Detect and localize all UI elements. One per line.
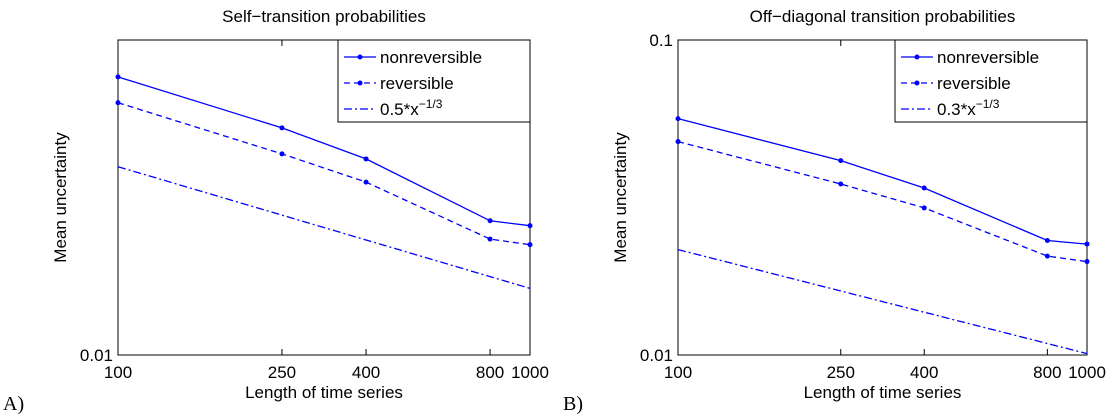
data-point [487, 236, 493, 242]
legend-label: 0.3*x−1/3 [937, 97, 1000, 119]
legend-superscript: −1/3 [976, 97, 1000, 111]
legend-label: reversible [937, 74, 1011, 93]
legend-label: nonreversible [380, 48, 482, 67]
data-point [363, 156, 369, 162]
series-line [677, 140, 1088, 263]
legend-box [337, 39, 531, 123]
y-tick-label: 0.01 [640, 346, 673, 365]
data-point [675, 139, 681, 145]
data-point [279, 125, 285, 131]
legend-box [894, 39, 1088, 123]
data-point [838, 181, 844, 187]
legend-name: nonreversible [380, 48, 482, 67]
data-point [921, 185, 927, 191]
series-line [117, 166, 531, 290]
legend-name: 0.5*x [380, 100, 419, 119]
x-axis-label: Length of time series [804, 383, 962, 402]
legend-label: nonreversible [937, 48, 1039, 67]
legend-marker [357, 80, 363, 86]
legend-name: nonreversible [937, 48, 1039, 67]
panel-label: A) [3, 393, 24, 415]
x-axis-label: Length of time series [245, 383, 403, 402]
series-line [117, 102, 531, 246]
legend-label: reversible [380, 74, 454, 93]
series-line [677, 248, 1088, 355]
legend-superscript: −1/3 [419, 97, 443, 111]
x-tick-label: 800 [1033, 363, 1061, 382]
legend-name: reversible [380, 74, 454, 93]
data-point [1044, 237, 1050, 243]
legend-name: reversible [937, 74, 1011, 93]
y-tick-label: 0.01 [80, 346, 113, 365]
plot-frame [677, 39, 1088, 356]
y-tick-label: 0.1 [649, 31, 673, 50]
series-line [677, 117, 1088, 245]
data-point [921, 205, 927, 211]
legend-marker [914, 54, 920, 60]
x-tick-label: 400 [352, 363, 380, 382]
chart-title: Self−transition probabilities [222, 7, 426, 26]
x-tick-label: 250 [268, 363, 296, 382]
data-point [1084, 259, 1090, 265]
x-tick-label: 1000 [511, 363, 549, 382]
data-point [527, 223, 533, 229]
y-axis-label: Mean uncertainty [51, 132, 70, 263]
legend-name: 0.3*x [937, 100, 976, 119]
panel-label: B) [563, 393, 583, 415]
data-point [527, 242, 533, 248]
data-point [115, 100, 121, 106]
x-tick-label: 800 [476, 363, 504, 382]
legend-label: 0.5*x−1/3 [380, 97, 443, 119]
x-tick-label: 100 [104, 363, 132, 382]
plot-frame [117, 39, 531, 356]
legend-marker [914, 80, 920, 86]
y-axis-label: Mean uncertainty [611, 132, 630, 263]
x-tick-label: 100 [664, 363, 692, 382]
data-point [487, 218, 493, 224]
data-point [115, 74, 121, 80]
x-tick-label: 250 [827, 363, 855, 382]
legend-marker [357, 54, 363, 60]
x-tick-label: 400 [910, 363, 938, 382]
data-point [1044, 253, 1050, 259]
data-point [838, 158, 844, 164]
data-point [363, 179, 369, 185]
data-point [1084, 241, 1090, 247]
x-tick-label: 1000 [1068, 363, 1106, 382]
data-point [279, 151, 285, 157]
chart-title: Off−diagonal transition probabilities [750, 7, 1016, 26]
data-point [675, 116, 681, 122]
